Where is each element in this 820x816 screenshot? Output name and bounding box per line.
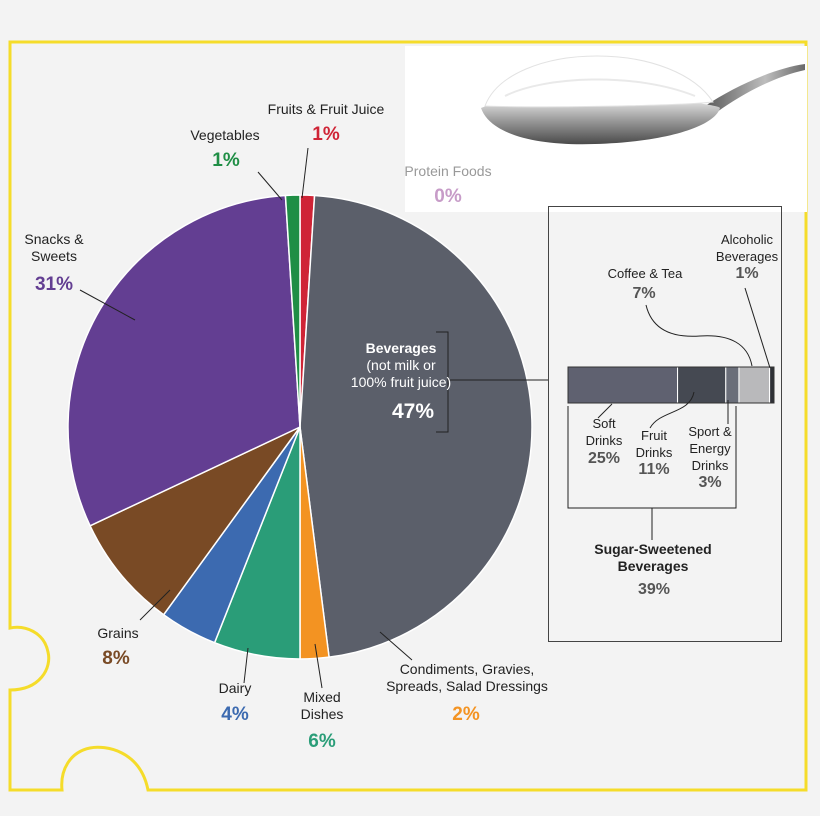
frame-border xyxy=(8,40,808,792)
label-protein-name: Protein Foods xyxy=(404,163,492,179)
pie-chart xyxy=(67,194,533,660)
label-alcohol-line1: Alcoholic xyxy=(720,232,774,247)
leader-condiments xyxy=(379,631,413,661)
bar-segment-soft-drinks xyxy=(567,366,679,404)
label-grains: Grains xyxy=(80,625,156,642)
label-condiments-line2: Spreads, Salad Dressings xyxy=(386,678,548,694)
pct-alcohol: 1% xyxy=(735,265,759,282)
label-alcohol-line2: Beverages xyxy=(715,249,779,264)
label-ssb-line1: Sugar-Sweetened xyxy=(594,541,712,557)
leader-grains xyxy=(139,589,171,621)
label-alcohol: Alcoholic Beverages xyxy=(708,231,786,265)
pie-slice-snacks-sweets xyxy=(67,194,301,527)
label-coffee: Coffee & Tea xyxy=(598,265,692,282)
pct-condiments: 2% xyxy=(452,704,480,725)
label-beverages: Beverages (not milk or 100% fruit juice) xyxy=(346,340,456,391)
pct-beverages: 47% xyxy=(391,400,435,423)
label-condiments-line1: Condiments, Gravies, xyxy=(399,661,535,677)
label-vegetables: Vegetables xyxy=(180,127,270,144)
label-soft-line2: Drinks xyxy=(585,433,623,448)
label-fruitdrinks-line1: Fruit xyxy=(641,428,667,443)
label-beverages-line1: Beverages xyxy=(365,340,437,356)
label-sport: Sport & Energy Drinks xyxy=(680,423,740,474)
leader-fruitdrinks xyxy=(649,391,695,429)
label-coffee-name: Coffee & Tea xyxy=(607,266,683,281)
label-fruitdrinks: Fruit Drinks xyxy=(626,427,682,461)
pct-mixed: 6% xyxy=(308,731,336,752)
leader-snacks xyxy=(79,289,136,321)
leader-mixed xyxy=(314,643,323,689)
label-fruits-name: Fruits & Fruit Juice xyxy=(267,101,385,117)
leader-dairy xyxy=(243,647,249,684)
label-beverages-line3: 100% fruit juice) xyxy=(350,374,452,390)
leader-vegetables xyxy=(257,171,283,201)
pct-coffee: 7% xyxy=(632,285,656,302)
bracket-beverages xyxy=(436,331,449,433)
label-snacks: Snacks & Sweets xyxy=(16,231,92,265)
label-protein: Protein Foods xyxy=(398,163,498,180)
label-fruitdrinks-line2: Drinks xyxy=(635,445,673,460)
pct-fruits: 1% xyxy=(312,124,340,145)
label-dairy: Dairy xyxy=(200,680,270,697)
pct-sport: 3% xyxy=(698,474,722,491)
pct-dairy: 4% xyxy=(221,704,249,725)
label-beverages-line2: (not milk or xyxy=(366,357,436,373)
leader-alcohol xyxy=(744,287,771,369)
label-dairy-name: Dairy xyxy=(218,680,252,696)
leader-soft xyxy=(597,403,613,419)
label-snacks-line1: Snacks & xyxy=(24,231,84,247)
label-condiments: Condiments, Gravies, Spreads, Salad Dres… xyxy=(380,661,554,695)
leader-lines xyxy=(79,147,548,689)
label-fruits: Fruits & Fruit Juice xyxy=(258,101,394,118)
pct-snacks: 31% xyxy=(34,274,74,295)
label-sport-line3: Drinks xyxy=(691,458,729,473)
leader-coffee xyxy=(645,304,753,367)
pie-slice-beverages-not-milk-or-100-fruit-juice xyxy=(299,194,533,659)
pct-ssb: 39% xyxy=(637,581,671,598)
label-ssb: Sugar-Sweetened Beverages xyxy=(580,541,726,575)
leader-fruits xyxy=(301,147,309,199)
pct-grains: 8% xyxy=(102,648,130,669)
label-sport-line1: Sport & xyxy=(688,424,732,439)
spoon-icon xyxy=(481,55,805,145)
label-vegetables-name: Vegetables xyxy=(190,127,260,143)
pct-vegetables: 1% xyxy=(212,150,240,171)
pie-slice-vegetables xyxy=(284,194,301,428)
beverage-breakdown-panel xyxy=(548,206,782,642)
label-mixed-line2: Dishes xyxy=(300,706,344,722)
label-soft: Soft Drinks xyxy=(576,415,632,449)
pct-protein: 0% xyxy=(434,186,462,207)
label-ssb-line2: Beverages xyxy=(617,558,689,574)
sugar-spoon-image xyxy=(405,46,807,212)
label-mixed: Mixed Dishes xyxy=(284,689,360,723)
label-grains-name: Grains xyxy=(97,625,139,641)
label-soft-line1: Soft xyxy=(592,416,616,431)
bar-outline xyxy=(567,366,775,404)
label-sport-line2: Energy xyxy=(689,441,731,456)
pct-fruitdrinks: 11% xyxy=(638,461,670,478)
label-snacks-line2: Sweets xyxy=(31,248,77,264)
label-mixed-line1: Mixed xyxy=(303,689,341,705)
pie-slice-grains xyxy=(89,426,301,616)
pct-soft: 25% xyxy=(587,450,621,467)
